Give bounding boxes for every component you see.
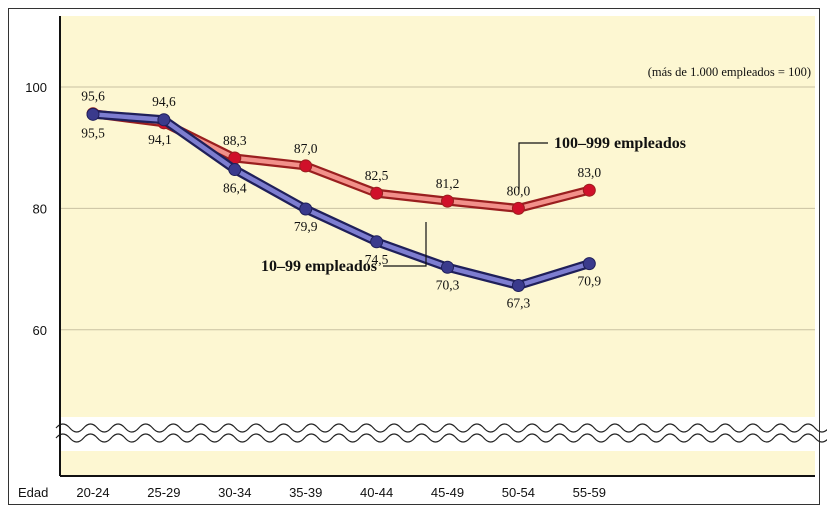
x-tick-label: 45-49 [431, 485, 464, 500]
data-label: 74,5 [365, 252, 389, 267]
x-tick-label: 35-39 [289, 485, 322, 500]
y-tick-label: 100 [25, 80, 47, 95]
data-point [441, 194, 454, 208]
axis-break-band [56, 417, 815, 451]
data-label: 94,1 [148, 132, 172, 147]
data-point [299, 202, 313, 216]
data-label: 70,9 [577, 274, 601, 289]
x-tick-label: 20-24 [76, 485, 109, 500]
data-point [157, 113, 171, 127]
data-point [370, 235, 384, 249]
y-axis-ticks: 60 80 100 [25, 80, 47, 338]
data-label: 70,3 [436, 277, 460, 292]
series-10-99 [86, 107, 596, 292]
x-tick-label: 50-54 [502, 485, 535, 500]
data-label: 82,5 [365, 168, 389, 183]
x-axis-label: Edad [18, 485, 48, 500]
data-point [582, 257, 596, 271]
series-group: 95,6 94,1 88,3 87,0 82,5 81,2 80,0 83,0 95,5 94,6… [81, 89, 601, 311]
data-point [228, 163, 242, 177]
x-tick-label: 30-34 [218, 485, 251, 500]
data-label: 67,3 [507, 295, 531, 310]
series-line [90, 112, 592, 288]
data-point [582, 183, 596, 197]
axis-break-wave [55, 423, 827, 433]
callout-line [518, 142, 548, 190]
data-label: 88,3 [223, 133, 247, 148]
gridlines [60, 86, 815, 331]
y-tick-label: 80 [33, 201, 47, 216]
axis-break [55, 417, 827, 451]
y-tick-label: 60 [33, 323, 47, 338]
data-label: 81,2 [436, 176, 460, 191]
data-point [86, 107, 100, 121]
data-label: 83,0 [577, 165, 601, 180]
data-label: 80,0 [507, 183, 531, 198]
x-axis-ticks: 20-24 25-29 30-34 35-39 40-44 45-49 50-54 55-59 [76, 485, 606, 500]
data-label: 79,9 [294, 219, 318, 234]
data-label: 87,0 [294, 141, 318, 156]
data-point [441, 260, 454, 274]
series-callouts: 100–999 empleados 10–99 empleados [261, 135, 686, 275]
data-label: 95,5 [81, 125, 105, 140]
series-name-100-999: 100–999 empleados [554, 135, 686, 152]
data-label: 86,4 [223, 181, 247, 196]
x-tick-label: 40-44 [360, 485, 393, 500]
data-label: 95,6 [81, 89, 105, 104]
series-name-10-99: 10–99 empleados [261, 258, 377, 275]
data-point [370, 186, 384, 200]
callout-line [383, 222, 427, 267]
x-tick-label: 25-29 [147, 485, 180, 500]
plot-background [60, 16, 815, 476]
chart-note: (más de 1.000 empleados = 100) [648, 65, 811, 79]
axis-break-wave [55, 433, 827, 443]
data-point [299, 159, 313, 173]
data-label: 94,6 [152, 94, 176, 109]
data-point [511, 278, 525, 292]
x-tick-label: 55-59 [573, 485, 606, 500]
data-point [511, 201, 525, 215]
